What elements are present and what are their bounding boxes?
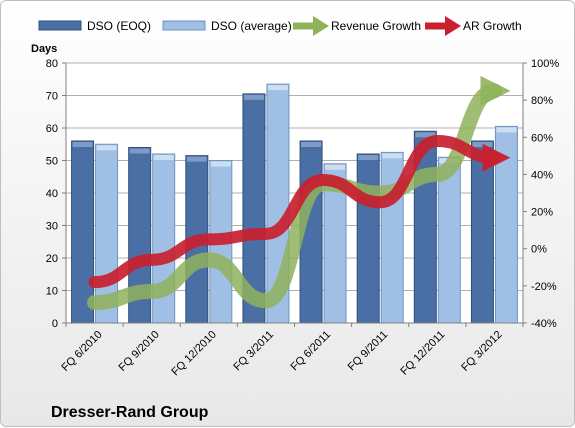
bar-highlight: [301, 142, 322, 147]
bar-dso-eoq: [71, 140, 95, 324]
y2-tick-label: 40%: [531, 169, 553, 181]
x-tick-label: FQ 3/2011: [231, 329, 276, 374]
x-tick-label: FQ 9/2011: [346, 329, 391, 374]
legend-label-revenue-growth: Revenue Growth: [331, 19, 421, 33]
y2-tick-label: -20%: [531, 281, 557, 293]
ar-growth-line: [88, 135, 511, 289]
y2-tick-label: -40%: [531, 318, 557, 330]
bar-highlight: [267, 85, 288, 91]
y-tick-label: 70: [46, 91, 58, 103]
y-tick-label: 30: [46, 221, 58, 233]
legend-label-dso-eoq: DSO (EOQ): [87, 19, 151, 33]
x-tick-label: FQ 12/2011: [398, 329, 447, 378]
bar-highlight: [186, 156, 207, 162]
bar-highlight: [415, 132, 436, 138]
y-tick-label: 0: [52, 318, 58, 330]
y2-tick-label: 20%: [531, 207, 553, 219]
y-tick-label: 40: [46, 188, 58, 200]
legend-swatch-dso-eoq: [38, 20, 82, 31]
y-tick-label: 20: [46, 253, 58, 265]
x-tick-label: FQ 3/2012: [459, 329, 504, 374]
legend-label-dso-average: DSO (average): [211, 19, 292, 33]
bar-dso-average: [437, 156, 461, 324]
legend-arrowhead: [445, 16, 461, 36]
y2-tick-label: 0%: [531, 244, 547, 256]
growth-lines: [87, 75, 511, 311]
x-tick-label: FQ 9/2010: [117, 329, 162, 374]
y2-tick-label: 60%: [531, 132, 553, 144]
legend-arrowhead: [313, 16, 329, 36]
bar-highlight: [325, 164, 346, 170]
bar-highlight: [382, 153, 403, 159]
y-tick-label: 50: [46, 156, 58, 168]
bar-highlight: [129, 148, 150, 154]
legend: DSO (EOQ) DSO (average) Revenue Growth AR G…: [38, 16, 522, 36]
bar-highlight: [72, 142, 93, 147]
bar-dso-eoq: [356, 153, 380, 324]
bar-highlight: [243, 94, 264, 100]
y2-tick-label: 100%: [531, 58, 559, 70]
y-tick-label: 80: [46, 58, 58, 70]
bar-dso-eoq: [470, 140, 494, 324]
legend-swatch-dso-average: [162, 20, 206, 31]
bar-highlight: [153, 155, 174, 160]
y-axis-title: Days: [31, 43, 57, 55]
bar-highlight: [358, 155, 379, 160]
y2-tick-label: 80%: [531, 95, 553, 107]
company-name: Dresser-Rand Group: [51, 404, 209, 421]
bar-highlight: [96, 145, 117, 151]
revenue-growth-line: [87, 75, 511, 311]
bar-highlight: [210, 161, 231, 167]
y-tick-label: 10: [46, 286, 58, 298]
legend-label-ar-growth: AR Growth: [463, 19, 522, 33]
x-tick-label: FQ 12/2010: [169, 329, 219, 379]
bar-highlight: [472, 142, 493, 147]
x-tick-label: FQ 6/2010: [59, 329, 104, 374]
y-tick-label: 60: [46, 123, 58, 135]
bar-highlight: [496, 127, 517, 133]
x-tick-label: FQ 6/2011: [289, 329, 334, 374]
